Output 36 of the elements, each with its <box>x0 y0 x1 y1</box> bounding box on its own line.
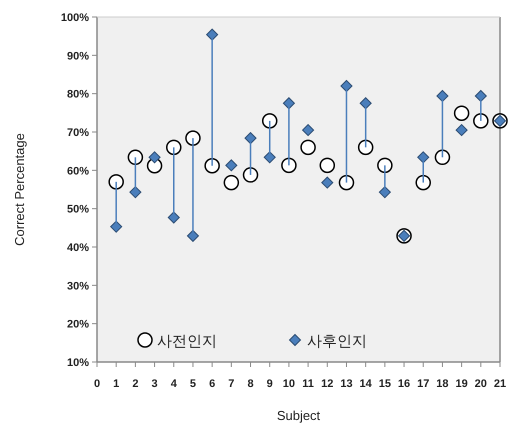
x-tick-label: 2 <box>132 378 138 390</box>
y-tick-label: 60% <box>66 165 90 178</box>
y-axis-title: Correct Percentage <box>12 133 27 246</box>
x-tick-label: 13 <box>340 378 353 390</box>
x-tick-label: 21 <box>494 378 506 390</box>
x-tick-label: 14 <box>360 378 373 390</box>
x-tick-label: 10 <box>282 378 296 390</box>
x-tick-label: 9 <box>266 378 273 390</box>
x-tick-label: 7 <box>228 378 234 390</box>
x-tick-label: 1 <box>113 378 120 390</box>
legend-label: 사후인지 <box>307 333 367 350</box>
y-tick-label: 10% <box>66 357 90 369</box>
y-tick-label: 20% <box>66 318 90 331</box>
y-tick-label: 40% <box>66 242 90 254</box>
x-axis-title: Subject <box>276 408 321 423</box>
y-tick-label: 90% <box>66 50 90 62</box>
x-tick-label: 15 <box>378 378 391 390</box>
x-tick-label: 4 <box>170 378 178 390</box>
x-tick-label: 12 <box>321 378 334 390</box>
y-tick-label: 80% <box>66 88 90 101</box>
x-tick-label: 16 <box>398 378 410 390</box>
x-tick-label: 19 <box>455 378 468 390</box>
x-tick-label: 0 <box>94 378 100 390</box>
x-tick-label: 11 <box>302 378 314 390</box>
y-tick-label: 100% <box>60 12 90 24</box>
x-tick-label: 3 <box>152 378 158 390</box>
y-tick-label: 70% <box>66 127 90 139</box>
y-tick-label: 50% <box>66 204 90 216</box>
x-tick-label: 20 <box>474 378 487 390</box>
x-tick-label: 5 <box>190 378 196 390</box>
x-tick-label: 6 <box>209 378 216 390</box>
x-tick-label: 18 <box>436 378 449 390</box>
legend-label: 사전인지 <box>157 333 217 350</box>
x-tick-label: 8 <box>247 378 254 390</box>
x-tick-label: 17 <box>417 378 430 390</box>
y-tick-label: 30% <box>66 280 90 292</box>
